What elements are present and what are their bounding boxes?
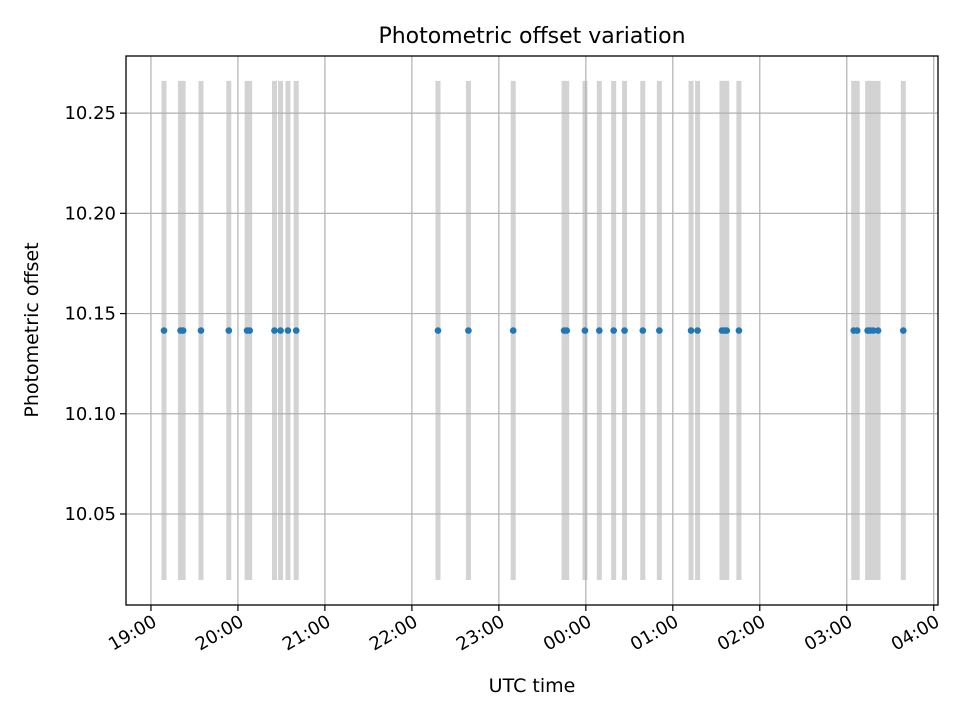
y-tick-label: 10.20: [64, 203, 116, 224]
x-tick-label: 20:00: [192, 611, 247, 655]
x-tick-label: 00:00: [540, 611, 595, 655]
data-point: [225, 327, 233, 334]
y-axis-ticks: 10.05 10.10 10.15 10.20 10.25: [64, 103, 126, 525]
x-tick-label: 22:00: [366, 611, 421, 655]
y-tick-label: 10.15: [64, 304, 116, 325]
data-point: [277, 327, 284, 334]
data-point: [434, 327, 442, 334]
data-point: [723, 327, 731, 334]
x-axis-ticks: 19:00 20:00 21:00 22:00 23:00 00:00 01:00 02:00…: [105, 605, 943, 655]
x-tick-label: 21:00: [279, 611, 334, 655]
data-point: [563, 327, 571, 334]
plot-frame: [125, 55, 939, 606]
data-point: [271, 327, 278, 334]
grid-lines: [126, 56, 938, 605]
x-tick-label: 03:00: [801, 611, 856, 655]
y-tick-label: 10.10: [64, 404, 116, 425]
data-point: [610, 327, 617, 334]
x-tick-label: 04:00: [888, 611, 943, 655]
data-point: [639, 327, 647, 334]
data-point: [899, 327, 907, 334]
data-point: [596, 327, 603, 334]
x-tick-label: 01:00: [627, 611, 682, 655]
data-point: [853, 327, 861, 334]
data-point: [869, 327, 877, 334]
data-point: [687, 327, 695, 334]
x-axis-label: UTC time: [489, 675, 576, 697]
y-tick-label: 10.05: [64, 504, 116, 525]
x-tick-label: 02:00: [714, 611, 769, 655]
data-point: [292, 327, 300, 334]
data-point: [735, 327, 743, 334]
data-point: [509, 327, 517, 334]
x-tick-label: 19:00: [105, 611, 160, 655]
chart-title: Photometric offset variation: [378, 24, 685, 49]
data-point: [197, 327, 205, 334]
data-point: [874, 327, 882, 334]
y-axis-label: Photometric offset: [21, 242, 43, 417]
data-point: [179, 327, 187, 334]
data-point: [284, 327, 292, 334]
data-point: [465, 327, 472, 334]
y-tick-label: 10.25: [64, 103, 116, 124]
data-point: [621, 327, 628, 334]
data-point: [160, 327, 168, 334]
data-point: [656, 327, 663, 334]
x-tick-label: 23:00: [453, 611, 508, 655]
data-point: [694, 327, 701, 334]
data-point: [581, 327, 589, 334]
data-points: [160, 327, 907, 334]
data-point: [246, 327, 253, 334]
